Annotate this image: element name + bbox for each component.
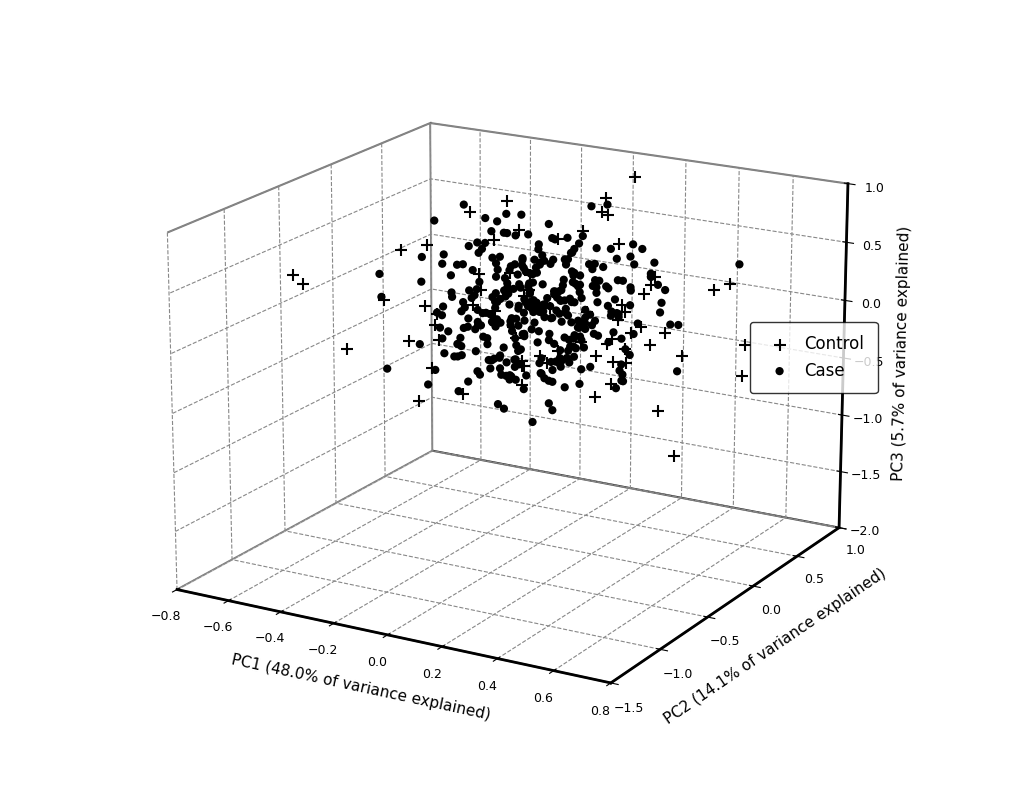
Legend: Control, Case: Control, Case bbox=[750, 322, 878, 393]
Y-axis label: PC2 (14.1% of variance explained): PC2 (14.1% of variance explained) bbox=[662, 566, 889, 727]
X-axis label: PC1 (48.0% of variance explained): PC1 (48.0% of variance explained) bbox=[230, 653, 491, 723]
